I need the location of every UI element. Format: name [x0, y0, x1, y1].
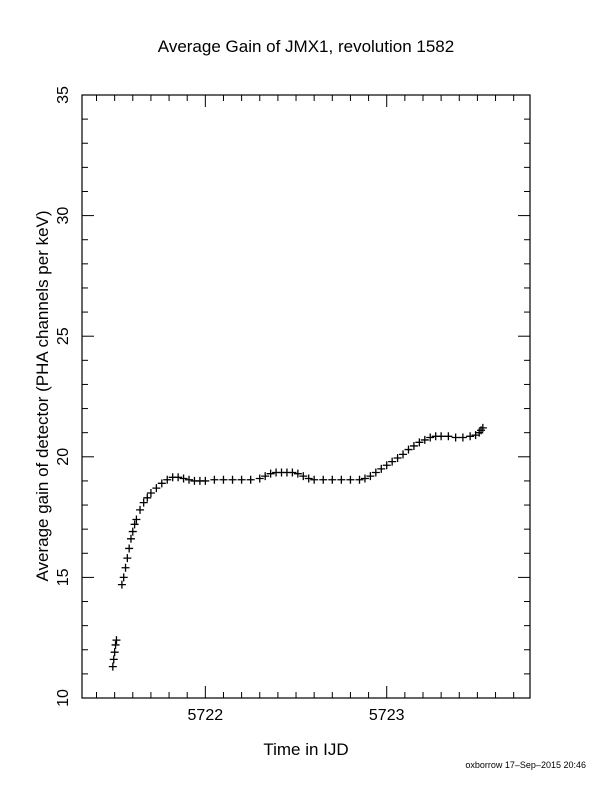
data-point — [478, 423, 487, 432]
data-point — [143, 493, 152, 502]
y-tick-label: 10 — [55, 689, 72, 707]
gain-series — [108, 423, 487, 671]
data-point — [437, 432, 446, 441]
data-point — [299, 472, 308, 481]
data-point — [393, 454, 402, 463]
data-point — [377, 464, 386, 473]
data-point — [152, 484, 161, 493]
y-tick-label: 20 — [55, 448, 72, 466]
data-point — [451, 433, 460, 442]
data-point — [266, 469, 275, 478]
data-point — [426, 433, 435, 442]
x-axis-label: Time in IJD — [263, 740, 348, 759]
data-point — [163, 475, 172, 484]
data-point — [319, 475, 328, 484]
data-point — [237, 475, 246, 484]
data-point — [404, 445, 413, 454]
x-axis-ticks: 5722 5723 — [96, 95, 515, 724]
data-point — [360, 474, 369, 483]
data-point — [371, 468, 380, 477]
footer-stamp: oxborrow 17–Sep–2015 20:46 — [465, 760, 586, 770]
data-point — [201, 476, 210, 485]
data-point — [293, 469, 302, 478]
y-tick-label: 15 — [55, 568, 72, 586]
data-point — [130, 520, 139, 529]
data-point — [399, 450, 408, 459]
data-point — [146, 488, 155, 497]
data-point — [355, 475, 364, 484]
data-point — [346, 475, 355, 484]
data-point — [228, 475, 237, 484]
data-point — [466, 432, 475, 441]
data-point — [185, 475, 194, 484]
data-point — [310, 475, 319, 484]
data-point — [409, 441, 418, 450]
data-point — [337, 475, 346, 484]
data-point — [108, 662, 117, 671]
data-point — [132, 515, 141, 524]
data-point — [255, 474, 264, 483]
data-point — [246, 475, 255, 484]
data-point — [111, 640, 120, 649]
data-point — [210, 475, 219, 484]
data-point — [366, 472, 375, 481]
data-point — [219, 475, 228, 484]
data-point — [288, 468, 297, 477]
data-point — [126, 534, 135, 543]
data-point — [119, 573, 128, 582]
data-point — [420, 435, 429, 444]
data-point — [136, 505, 145, 514]
data-point — [157, 479, 166, 488]
chart-title: Average Gain of JMX1, revolution 1582 — [158, 37, 454, 56]
data-point — [121, 563, 130, 572]
data-point — [328, 475, 337, 484]
data-point — [261, 472, 270, 481]
data-point — [458, 433, 467, 442]
y-tick-label: 30 — [55, 207, 72, 225]
data-point — [179, 474, 188, 483]
data-point — [110, 648, 119, 657]
data-point — [139, 498, 148, 507]
data-point — [304, 474, 313, 483]
data-point — [125, 544, 134, 553]
y-tick-label: 25 — [55, 327, 72, 345]
x-tick-label: 5723 — [369, 707, 405, 724]
data-point — [123, 554, 132, 563]
y-axis-label: Average gain of detector (PHA channels p… — [33, 210, 52, 581]
data-point — [388, 457, 397, 466]
data-point — [444, 432, 453, 441]
data-point — [117, 580, 126, 589]
data-point — [174, 473, 183, 482]
y-tick-label: 35 — [55, 86, 72, 104]
data-point — [128, 527, 137, 536]
x-tick-label: 5722 — [188, 707, 224, 724]
data-point — [382, 461, 391, 470]
data-point — [415, 438, 424, 447]
plot-frame — [81, 94, 531, 699]
data-point — [109, 655, 118, 664]
data-point — [112, 636, 121, 645]
y-axis-ticks: 10 15 20 25 30 35 — [55, 86, 530, 707]
